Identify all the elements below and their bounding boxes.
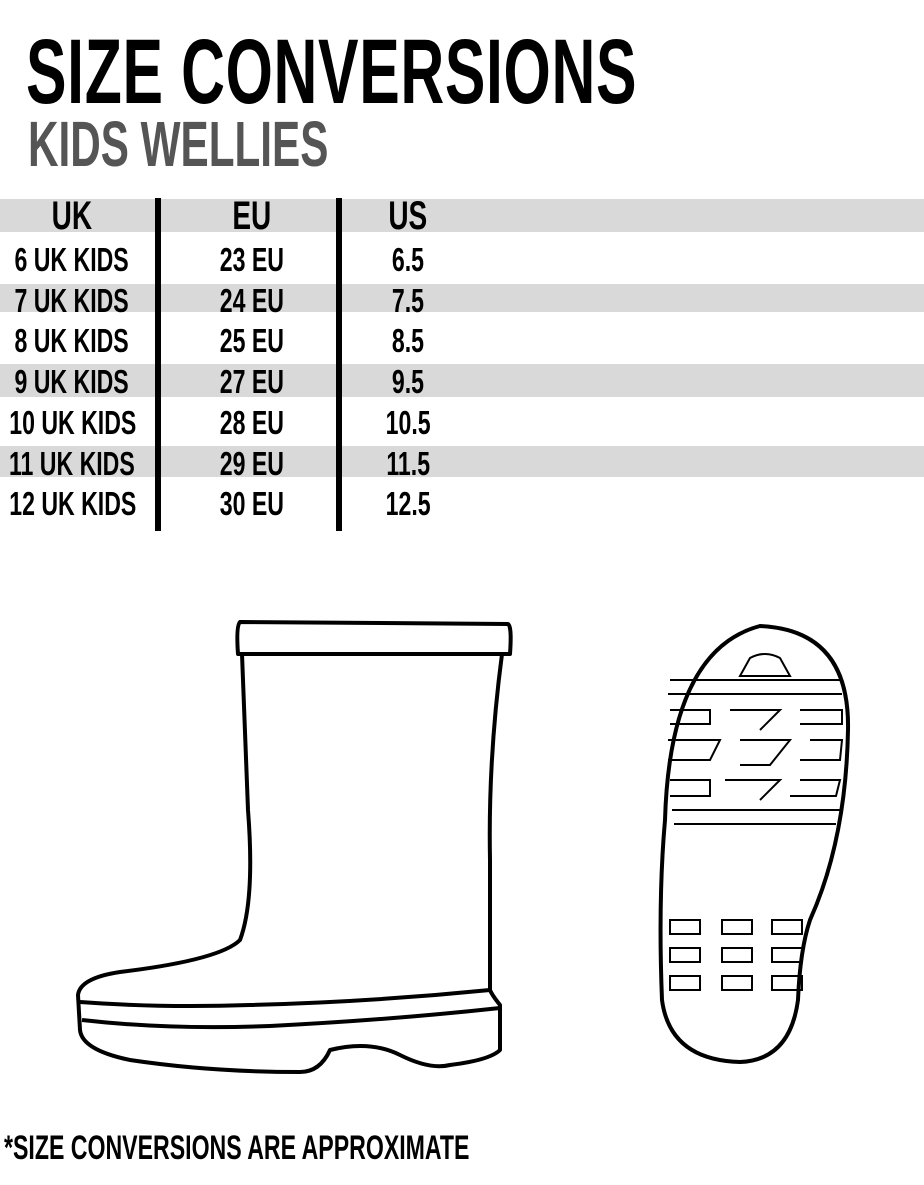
welly-sole-icon — [658, 623, 851, 1065]
table-cell: 7 UK KIDS — [0, 281, 162, 321]
table-cell-text: 11.5 — [386, 444, 430, 482]
table-cell: 6 UK KIDS — [0, 240, 162, 280]
table-cell: 25 EU — [162, 321, 342, 361]
table-cell: 12 UK KIDS — [0, 484, 162, 524]
table-cell: 28 EU — [162, 403, 342, 443]
welly-boot-side-icon — [76, 620, 513, 1074]
table-cell-text: 28 EU — [219, 403, 285, 441]
table-cell: 7.5 — [318, 281, 498, 321]
column-header: EU — [162, 196, 342, 236]
column-divider — [336, 198, 342, 531]
table-cell: 10 UK KIDS — [0, 403, 162, 443]
table-cell: 8.5 — [318, 321, 498, 361]
table-cell: 6.5 — [318, 240, 498, 280]
footnote: *SIZE CONVERSIONS ARE APPROXIMATE — [4, 1129, 470, 1167]
table-cell-text: 27 EU — [219, 363, 285, 401]
table-cell: 9 UK KIDS — [0, 362, 162, 402]
table-cell-text: 10.5 — [385, 403, 431, 441]
table-cell: 23 EU — [162, 240, 342, 280]
table-cell-text: 24 EU — [219, 281, 285, 319]
table-cell-text: 7 UK KIDS — [14, 281, 130, 319]
column-header-text: US — [388, 194, 428, 238]
row-band — [0, 284, 924, 312]
table-cell-text: 9.5 — [391, 363, 425, 401]
table-cell: 10.5 — [318, 403, 498, 443]
table-cell: 11.5 — [318, 444, 498, 484]
table-cell-text: 10 UK KIDS — [9, 403, 137, 441]
table-cell-text: 12 UK KIDS — [9, 485, 137, 523]
table-cell-text: 11 UK KIDS — [9, 444, 135, 482]
table-cell-text: 30 EU — [219, 485, 285, 523]
page-subtitle: KIDS WELLIES — [28, 108, 329, 180]
table-cell: 8 UK KIDS — [0, 321, 162, 361]
row-band — [0, 446, 924, 477]
table-cell: 29 EU — [162, 444, 342, 484]
column-header: US — [318, 196, 498, 236]
table-cell: 24 EU — [162, 281, 342, 321]
table-cell-text: 8.5 — [391, 322, 425, 360]
table-cell-text: 7.5 — [391, 281, 425, 319]
table-cell-text: 9 UK KIDS — [14, 363, 130, 401]
column-header-text: EU — [232, 194, 272, 238]
table-cell-text: 8 UK KIDS — [14, 322, 130, 360]
table-cell-text: 23 EU — [219, 241, 285, 278]
table-cell-text: 29 EU — [219, 444, 285, 482]
table-cell-text: 12.5 — [385, 485, 431, 523]
column-header-text: UK — [51, 194, 93, 238]
page-title: SIZE CONVERSIONS — [26, 21, 638, 123]
row-band — [0, 364, 924, 397]
table-cell-text: 6 UK KIDS — [14, 241, 130, 278]
table-cell: 30 EU — [162, 484, 342, 524]
table-cell-text: 6.5 — [391, 241, 425, 278]
column-header: UK — [0, 196, 162, 236]
table-cell: 11 UK KIDS — [0, 444, 162, 484]
table-cell: 12.5 — [318, 484, 498, 524]
table-cell-text: 25 EU — [219, 322, 285, 360]
row-band — [0, 199, 924, 232]
column-divider — [155, 198, 161, 531]
table-cell: 27 EU — [162, 362, 342, 402]
table-cell: 9.5 — [318, 362, 498, 402]
